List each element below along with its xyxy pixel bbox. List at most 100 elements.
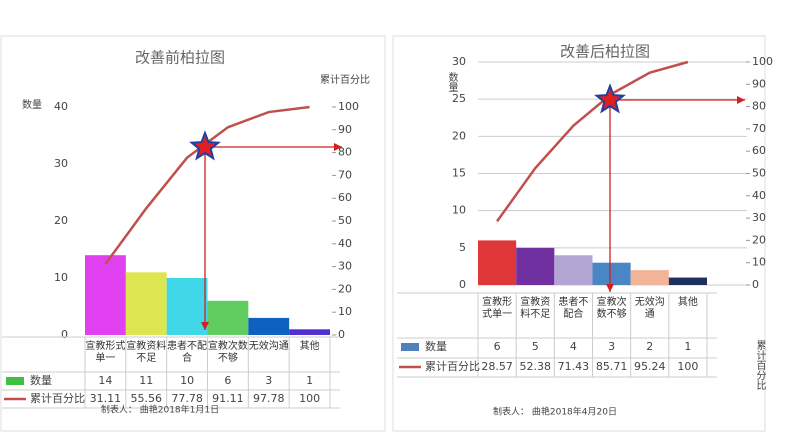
table-value: 10 [180,374,194,387]
y2-tick-label: 80 [338,146,352,159]
y2-tick-label: 100 [338,100,359,113]
x-tick-label: 宣教次数不够 [596,297,627,320]
table-value: 77.78 [171,392,203,405]
table-value: 5 [532,340,539,353]
panel [392,35,766,432]
y-tick-label: 30 [54,157,68,170]
y2-tick-label: 30 [752,211,766,224]
x-tick-label: 患者不配合 [558,297,589,320]
x-tick-label: 宣教资料不足 [126,341,167,364]
bar [166,278,208,335]
bar [516,247,555,285]
table-value: 52.38 [520,360,552,373]
y2-tick-label: 60 [338,191,352,204]
table-value: 6 [224,374,231,387]
table-value: 97.78 [253,392,285,405]
arrow-head [737,96,745,104]
bar [630,270,669,285]
chart-title: 改善后柏拉图 [560,43,650,61]
table-value: 1 [684,340,691,353]
table-value: 3 [265,374,272,387]
table-value: 95.24 [634,360,666,373]
table-value: 6 [494,340,501,353]
arrow-head [201,322,209,330]
bar [289,329,330,335]
x-tick-label: 宣教形式单一 [482,297,513,320]
bar [85,255,126,335]
footer: 制表人： 曲艳2018年4月20日 [493,406,617,418]
y-tick-label: 5 [459,241,466,254]
y2-tick-label: 10 [338,305,352,318]
chart-title: 改善前柏拉图 [135,49,225,67]
legend-label: 数量 [30,374,52,387]
y2-tick-label: 90 [752,77,766,90]
y2-tick-label: 40 [752,189,766,202]
bar [125,272,167,335]
y-tick-label: 40 [54,100,68,113]
table-value: 100 [299,392,320,405]
x-tick-label: 无效沟通 [634,297,665,320]
y-tick-label: 10 [452,204,466,217]
y2-tick-label: 10 [752,256,766,269]
arrow-head [606,284,614,292]
axis-label: 数量 [22,98,42,111]
legend-label: 累计百分比 [30,392,85,405]
y2-tick-label: 20 [752,233,766,246]
y-tick-label: 0 [459,278,466,291]
table-value: 2 [646,340,653,353]
y-tick-label: 0 [61,328,68,341]
bar [207,300,249,335]
star [594,83,626,114]
y-tick-label: 30 [452,55,466,68]
y2-tick-label: 60 [752,144,766,157]
y2-tick-label: 0 [752,278,759,291]
x-tick-label: 宣教次数不够 [207,341,248,364]
line [496,60,689,223]
y-tick-label: 25 [452,92,466,105]
table-value: 28.57 [481,360,513,373]
y2-tick-label: 30 [338,260,352,273]
footer: 制表人： 曲艳2018年1月1日 [101,404,219,416]
legend-swatch [401,343,419,351]
axis-label: 累计百分比 [320,73,370,86]
table-value: 31.11 [90,392,122,405]
bar [668,277,707,285]
y-tick-label: 15 [452,167,466,180]
y2-tick-label: 0 [338,328,345,341]
panel [0,35,386,432]
y2-tick-label: 20 [338,282,352,295]
table-value: 55.56 [131,392,163,405]
axis-label: 数量 [446,71,458,92]
table-value: 85.71 [596,360,628,373]
axis-label: 累计百分比 [754,340,766,390]
x-tick-label: 宣教资料不足 [520,297,551,320]
x-tick-label: 宣教形式单一 [85,341,126,364]
table-value: 14 [98,374,112,387]
bar [478,240,517,285]
y2-tick-label: 70 [752,122,766,135]
y-tick-label: 20 [452,129,466,142]
legend-swatch [6,377,24,385]
bar [554,255,593,285]
legend-label: 累计百分比 [425,360,480,373]
y2-tick-label: 50 [752,167,766,180]
y2-tick-label: 50 [338,214,352,227]
arrow-head [334,143,342,151]
star [189,130,221,161]
bar [592,262,631,285]
table-value: 1 [306,374,313,387]
bar [248,317,290,335]
table-value: 100 [677,360,698,373]
y2-tick-label: 90 [338,123,352,136]
y2-tick-label: 100 [752,55,773,68]
legend-label: 数量 [425,340,447,353]
x-tick-label: 患者不配合 [167,341,208,364]
table-value: 91.11 [212,392,244,405]
y-tick-label: 10 [54,271,68,284]
table-value: 11 [139,374,153,387]
table-value: 4 [570,340,577,353]
x-tick-label: 无效沟通 [248,341,289,352]
x-tick-label: 其他 [677,297,698,308]
